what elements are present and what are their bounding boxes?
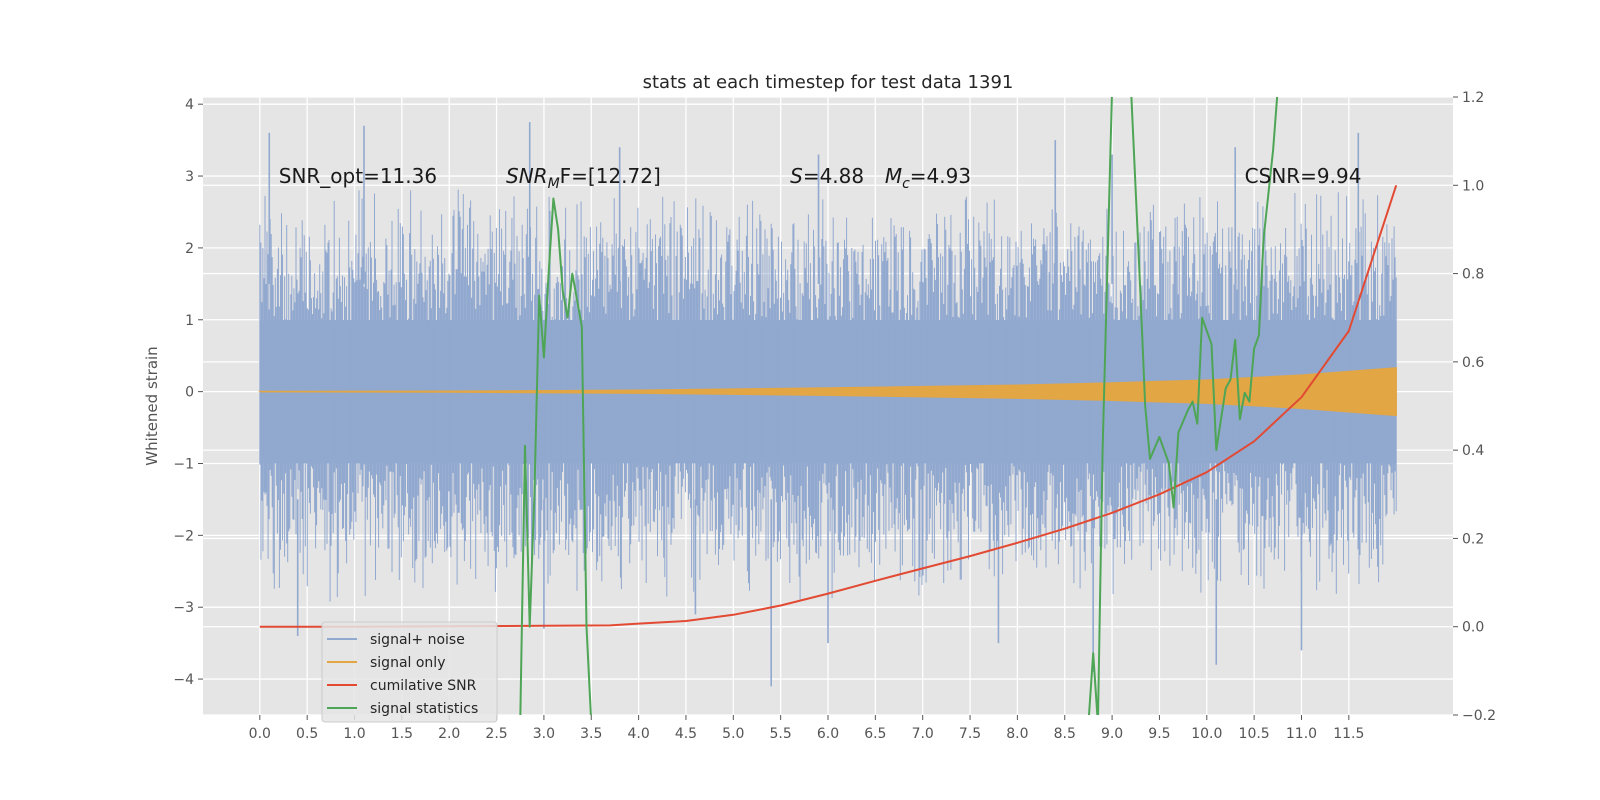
legend-label: signal+ noise bbox=[370, 632, 465, 648]
x-tick-label: 8.0 bbox=[1006, 726, 1028, 742]
annotation-text: SNR_opt=11.36 bbox=[279, 164, 437, 188]
x-tick-label: 2.5 bbox=[485, 726, 507, 742]
annotation-text: SNRMF=[12.72] bbox=[506, 164, 661, 192]
legend-label: cumilative SNR bbox=[370, 678, 477, 694]
x-tick-label: 7.0 bbox=[912, 726, 934, 742]
x-tick-label: 8.5 bbox=[1054, 726, 1076, 742]
legend: signal+ noise signal only cumilative SNR si… bbox=[321, 621, 498, 723]
x-tick-label: 9.0 bbox=[1101, 726, 1123, 742]
y2-tick-label: 0.8 bbox=[1462, 267, 1484, 283]
annotation-text: Mc=4.93 bbox=[885, 164, 971, 192]
x-tick-label: 1.5 bbox=[391, 726, 413, 742]
signal-only-series bbox=[258, 367, 1397, 417]
annotation-text: CSNR=9.94 bbox=[1245, 164, 1362, 188]
y-tick-label: −4 bbox=[173, 672, 194, 688]
y-tick-label: −2 bbox=[173, 528, 194, 544]
legend-box bbox=[321, 621, 498, 723]
y2-tick-label: 0.2 bbox=[1462, 531, 1484, 547]
x-tick-label: 3.5 bbox=[580, 726, 602, 742]
x-tick-label: 6.5 bbox=[864, 726, 886, 742]
x-tick-label: 2.0 bbox=[438, 726, 460, 742]
y2-tick-label: 0.6 bbox=[1462, 355, 1484, 371]
y-tick-label: 1 bbox=[185, 313, 194, 329]
y2-tick-label: 1.0 bbox=[1462, 178, 1484, 194]
x-tick-label: 10.0 bbox=[1191, 726, 1222, 742]
x-tick-label: 3.0 bbox=[533, 726, 555, 742]
x-tick-label: 9.5 bbox=[1148, 726, 1170, 742]
x-tick-label: 6.0 bbox=[817, 726, 839, 742]
y-tick-label: 4 bbox=[185, 97, 194, 113]
x-tick-label: 10.5 bbox=[1239, 726, 1270, 742]
y-tick-label: −1 bbox=[173, 456, 194, 472]
signal-statistics-line bbox=[519, 197, 592, 715]
axes: 0.0 0.5 1.0 1.5 2.0 2.5 3.0 3.5 4.0 4.5 5.0 5.5 6.0 6… bbox=[173, 90, 1496, 742]
x-tick-label: 4.5 bbox=[675, 726, 697, 742]
legend-label: signal statistics bbox=[370, 701, 478, 717]
signal-statistics-line bbox=[1087, 97, 1113, 715]
y-axis-label: Whitened strain bbox=[143, 346, 161, 465]
x-tick-label: 11.5 bbox=[1333, 726, 1364, 742]
signal-statistics-line bbox=[1130, 97, 1279, 509]
chart-title: stats at each timestep for test data 139… bbox=[643, 72, 1014, 93]
y-tick-label: −3 bbox=[173, 600, 194, 616]
x-tick-label: 4.0 bbox=[627, 726, 649, 742]
x-tick-label: 11.0 bbox=[1286, 726, 1317, 742]
y2-tick-label: 0.4 bbox=[1462, 443, 1484, 459]
x-tick-label: 1.0 bbox=[343, 726, 365, 742]
x-tick-label: 5.0 bbox=[722, 726, 744, 742]
x-tick-label: 0.0 bbox=[249, 726, 271, 742]
y-tick-label: 2 bbox=[185, 241, 194, 257]
legend-label: signal only bbox=[370, 655, 445, 671]
y2-tick-label: −0.2 bbox=[1462, 708, 1496, 724]
signal-only-chirp bbox=[258, 367, 1397, 417]
cumilative-snr-line bbox=[259, 184, 1398, 628]
y-tick-label: 0 bbox=[185, 385, 194, 401]
x-tick-label: 0.5 bbox=[296, 726, 318, 742]
y2-tick-label: 0.0 bbox=[1462, 620, 1484, 636]
y2-tick-label: 1.2 bbox=[1462, 90, 1484, 106]
right-axis-series bbox=[259, 97, 1398, 715]
x-tick-label: 5.5 bbox=[770, 726, 792, 742]
y-tick-label: 3 bbox=[185, 169, 194, 185]
annotation-text: S=4.88 bbox=[790, 164, 864, 188]
annotations: SNR_opt=11.36 SNRMF=[12.72] S=4.88 Mc=4.93 C… bbox=[279, 164, 1362, 192]
x-tick-label: 7.5 bbox=[959, 726, 981, 742]
